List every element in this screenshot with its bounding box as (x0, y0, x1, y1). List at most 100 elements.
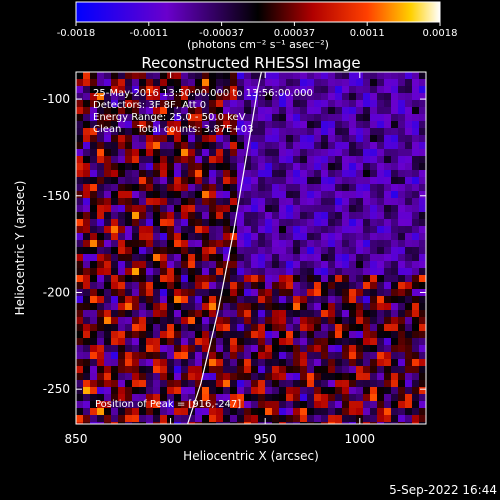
heatmap-cell (286, 373, 293, 380)
heatmap-cell (265, 254, 272, 261)
heatmap-cell (377, 93, 384, 100)
heatmap-cell (251, 135, 258, 142)
heatmap-cell (251, 303, 258, 310)
heatmap-cell (258, 149, 265, 156)
heatmap-cell (104, 289, 111, 296)
heatmap-cell (174, 254, 181, 261)
heatmap-cell (384, 310, 391, 317)
heatmap-cell (265, 345, 272, 352)
heatmap-cell (419, 387, 426, 394)
heatmap-cell (181, 247, 188, 254)
heatmap-cell (314, 198, 321, 205)
heatmap-cell (370, 114, 377, 121)
heatmap-cell (391, 366, 398, 373)
heatmap-cell (279, 359, 286, 366)
heatmap-cell (265, 198, 272, 205)
heatmap-cell (202, 79, 209, 86)
heatmap-cell (209, 422, 216, 424)
heatmap-cell (391, 142, 398, 149)
heatmap-cell (181, 184, 188, 191)
heatmap-cell (272, 219, 279, 226)
heatmap-cell (258, 107, 265, 114)
heatmap-cell (328, 226, 335, 233)
heatmap-cell (328, 86, 335, 93)
heatmap-cell (174, 324, 181, 331)
heatmap-cell (90, 93, 97, 100)
heatmap-cell (111, 261, 118, 268)
heatmap-cell (118, 296, 125, 303)
heatmap-cell (202, 156, 209, 163)
heatmap-cell (419, 72, 426, 79)
heatmap-cell (146, 79, 153, 86)
heatmap-cell (153, 317, 160, 324)
heatmap-cell (153, 233, 160, 240)
heatmap-cell (139, 121, 146, 128)
heatmap-cell (244, 72, 251, 79)
heatmap-cell (181, 415, 188, 422)
heatmap-cell (195, 79, 202, 86)
heatmap-cell (363, 72, 370, 79)
heatmap-cell (300, 163, 307, 170)
heatmap-cell (377, 261, 384, 268)
heatmap-cell (118, 303, 125, 310)
heatmap-cell (293, 345, 300, 352)
heatmap-cell (153, 219, 160, 226)
heatmap-cell (335, 415, 342, 422)
heatmap-cell (363, 331, 370, 338)
heatmap-cell (146, 352, 153, 359)
heatmap-cell (272, 156, 279, 163)
heatmap-cell (258, 401, 265, 408)
heatmap-cell (125, 240, 132, 247)
heatmap-cell (76, 345, 83, 352)
heatmap-cell (391, 359, 398, 366)
heatmap-cell (230, 240, 237, 247)
heatmap-cell (314, 149, 321, 156)
heatmap-cell (251, 149, 258, 156)
heatmap-cell (293, 338, 300, 345)
heatmap-cell (384, 86, 391, 93)
heatmap-cell (244, 408, 251, 415)
heatmap-cell (181, 296, 188, 303)
heatmap-cell (118, 254, 125, 261)
heatmap-cell (412, 177, 419, 184)
heatmap-cell (391, 380, 398, 387)
heatmap-cell (265, 359, 272, 366)
heatmap-cell (202, 352, 209, 359)
heatmap-cell (167, 373, 174, 380)
heatmap-cell (251, 205, 258, 212)
heatmap-cell (160, 282, 167, 289)
heatmap-cell (118, 394, 125, 401)
heatmap-cell (384, 401, 391, 408)
heatmap-cell (76, 93, 83, 100)
heatmap-cell (146, 226, 153, 233)
heatmap-cell (370, 149, 377, 156)
heatmap-cell (195, 184, 202, 191)
heatmap-cell (279, 338, 286, 345)
heatmap-cell (314, 408, 321, 415)
heatmap-cell (111, 114, 118, 121)
heatmap-cell (244, 352, 251, 359)
heatmap-cell (76, 415, 83, 422)
heatmap-cell (370, 240, 377, 247)
heatmap-cell (181, 226, 188, 233)
heatmap-cell (405, 79, 412, 86)
heatmap-cell (286, 149, 293, 156)
heatmap-cell (391, 86, 398, 93)
heatmap-cell (139, 177, 146, 184)
heatmap-cell (139, 366, 146, 373)
heatmap-cell (202, 331, 209, 338)
heatmap-cell (153, 254, 160, 261)
heatmap-cell (342, 359, 349, 366)
heatmap-cell (349, 352, 356, 359)
heatmap-cell (244, 254, 251, 261)
heatmap-cell (272, 114, 279, 121)
heatmap-cell (237, 408, 244, 415)
heatmap-cell (363, 107, 370, 114)
heatmap-cell (300, 170, 307, 177)
heatmap-cell (307, 170, 314, 177)
heatmap-cell (181, 387, 188, 394)
heatmap-cell (167, 226, 174, 233)
heatmap-cell (377, 394, 384, 401)
heatmap-cell (321, 296, 328, 303)
heatmap-cell (349, 331, 356, 338)
